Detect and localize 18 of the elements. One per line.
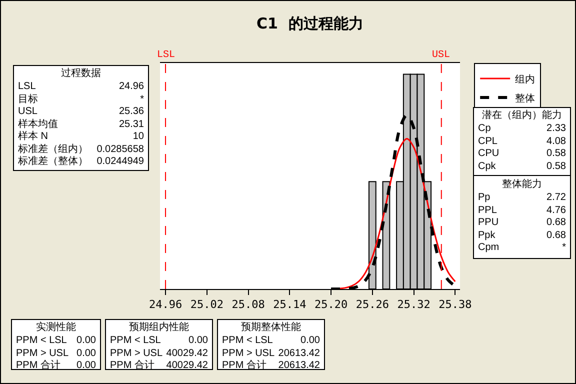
legend-label: 组内 (515, 73, 536, 86)
stats-panel: 过程数据 LSL 24.96 目标 * USL 25.36 样本均值 25.31 样本 N 10 标准差（组内） 0.0285658 标准差（整体） 0.0244949 (13, 65, 149, 171)
x-tick-label: 25.26 (356, 298, 389, 312)
x-tick-label: 25.08 (232, 298, 265, 312)
x-tick-label: 25.14 (273, 298, 307, 312)
stats-panel: 预期整体性能 PPM < LSL 0.00 PPM > USL 20613.42 PPM 合计 20613.42 (217, 319, 325, 370)
legend-label: 整体 (515, 92, 536, 104)
ref-line-label: LSL (157, 50, 176, 61)
chart-title: C1 的过程能力 (256, 14, 364, 33)
x-tick-label: 25.32 (397, 298, 430, 312)
stats-panel: 潜在（组内）能力 Cp 2.33 CPL 4.08 CPU 0.58 Cpk 0.58 整体能力 Pp 2.72 PPL 4.76 PPU 0.68 Ppk 0.68 Cpm * (473, 107, 571, 259)
ref-line-label: USL (432, 50, 450, 61)
stats-panel: 实测性能 PPM < LSL 0.00 PPM > USL 0.00 PPM 合计 0.00 (11, 319, 101, 370)
x-tick-label: 25.02 (190, 298, 224, 312)
stats-panel: 预期组内性能 PPM < LSL 0.00 PPM > USL 40029.42 PPM 合计 40029.42 (105, 319, 213, 370)
x-tick-label: 25.38 (438, 298, 472, 312)
x-tick-label: 25.20 (314, 298, 348, 312)
x-tick-label: 24.96 (148, 298, 182, 312)
